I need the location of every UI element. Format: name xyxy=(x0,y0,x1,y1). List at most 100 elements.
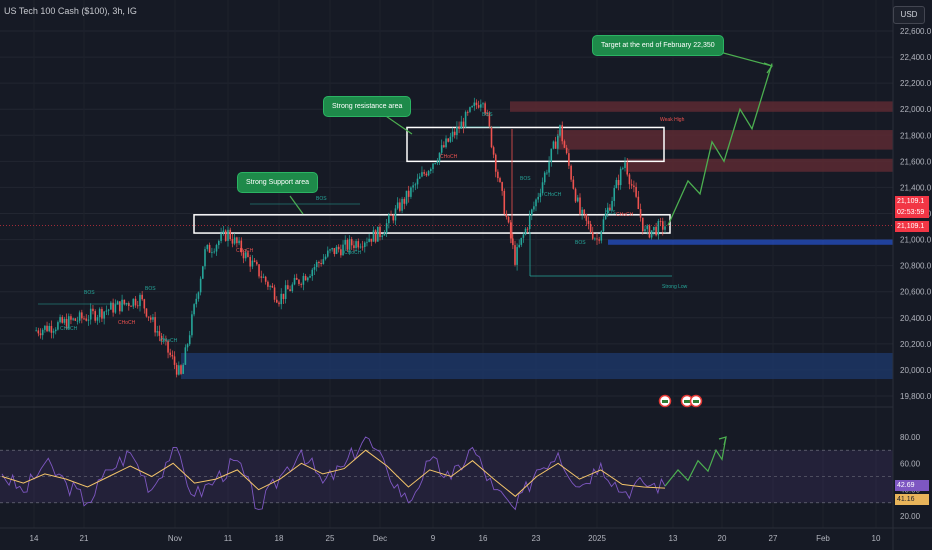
candle-body xyxy=(626,162,629,175)
candle-body xyxy=(581,209,583,214)
candle-body xyxy=(423,172,425,174)
candle-body xyxy=(568,153,570,166)
candle-body xyxy=(557,135,559,149)
candle-body xyxy=(613,188,616,201)
price-tick-label: 21,400.0 xyxy=(900,183,932,192)
candle-body xyxy=(436,161,439,164)
candle-body xyxy=(227,229,229,241)
price-tick-label: 20,000.0 xyxy=(900,366,932,375)
candle-body xyxy=(218,240,220,246)
candle-body xyxy=(399,202,401,211)
candle-body xyxy=(295,277,298,280)
candle-body xyxy=(233,237,236,244)
candle-body xyxy=(37,330,40,334)
time-axis[interactable]: 14 21 Nov 11 18 25 Dec 9 16 23 2025 13 20 27 Feb 10 xyxy=(0,527,932,543)
price-tick-label: 22,000.0 xyxy=(900,105,932,114)
candle-body xyxy=(425,173,428,176)
candle-body xyxy=(537,196,539,200)
candle-body xyxy=(247,252,249,257)
candle-body xyxy=(501,182,503,191)
candle-body xyxy=(264,276,267,282)
candle-body xyxy=(125,303,128,304)
price-tick-label: 22,200.0 xyxy=(900,79,932,88)
price-tick-label: 21,800.0 xyxy=(900,131,932,140)
candle-body xyxy=(357,241,360,248)
candle-body xyxy=(602,219,605,232)
candle-body xyxy=(381,235,384,237)
candle-body xyxy=(477,105,480,108)
event-icon-flag xyxy=(662,400,668,403)
rsi-ma-tag: 41.16 xyxy=(895,494,929,505)
candle-body xyxy=(139,294,141,307)
candle-body xyxy=(546,172,548,174)
candle-body xyxy=(112,302,114,313)
candle-body xyxy=(516,247,518,265)
candle-body xyxy=(44,325,46,330)
currency-button[interactable]: USD xyxy=(893,6,925,24)
candle-body xyxy=(107,309,110,311)
support-leader-line xyxy=(289,195,304,215)
candle-body xyxy=(307,277,309,281)
candle-body xyxy=(57,322,59,330)
last-price-tag: 21,109.1 xyxy=(895,196,929,207)
candle-body xyxy=(383,232,386,236)
bos-label: BOS xyxy=(520,176,531,182)
candle-body xyxy=(570,165,572,180)
strong-low-label: Strong Low xyxy=(662,284,688,290)
rsi-projection-arrowhead xyxy=(718,436,727,446)
candle-body xyxy=(499,178,501,183)
target-callout: Target at the end of February 22,350 xyxy=(592,35,724,56)
candle-body xyxy=(154,317,156,333)
candle-body xyxy=(101,308,103,319)
candle-body xyxy=(275,299,278,303)
rsi-line xyxy=(1,436,666,511)
candle-body xyxy=(271,285,274,288)
candle-body xyxy=(199,278,202,293)
candle-body xyxy=(372,230,375,242)
candle-body xyxy=(289,289,291,292)
candle-body xyxy=(193,304,195,315)
candle-body xyxy=(572,179,575,189)
price-tick-label: 20,400.0 xyxy=(900,314,932,323)
event-icon-flag xyxy=(684,400,690,403)
candle-body xyxy=(298,279,300,285)
candle-body xyxy=(410,187,412,197)
candle-body xyxy=(147,316,150,318)
candle-body xyxy=(617,179,620,186)
candle-body xyxy=(119,301,121,312)
candle-body xyxy=(469,107,471,112)
candle-body xyxy=(346,239,349,250)
candle-body xyxy=(169,352,172,356)
candle-body xyxy=(315,262,318,268)
candle-body xyxy=(528,215,531,230)
demand-zone-low xyxy=(181,352,893,380)
symbol-title[interactable]: US Tech 100 Cash ($100), 3h, IG xyxy=(4,6,137,16)
candle-body xyxy=(61,317,64,323)
candle-body xyxy=(583,209,586,215)
time-tick-label: 21 xyxy=(80,534,89,543)
candle-body xyxy=(579,197,581,214)
candle-body xyxy=(644,229,646,232)
candle-body xyxy=(494,154,497,172)
candle-body xyxy=(414,184,417,186)
candle-body xyxy=(348,239,351,250)
candle-body xyxy=(116,301,119,305)
price-tick-label: 21,000.0 xyxy=(900,236,932,245)
candle-body xyxy=(438,152,441,162)
supply-zone-top xyxy=(510,101,893,112)
candle-body xyxy=(262,276,265,278)
candle-body xyxy=(46,325,48,332)
candle-body xyxy=(110,302,112,310)
candle-body xyxy=(175,364,178,375)
candle-body xyxy=(482,103,484,105)
support-callout: Strong Support area xyxy=(237,172,319,193)
candle-body xyxy=(251,260,254,267)
candle-body xyxy=(320,263,322,265)
candle-body xyxy=(565,147,568,154)
resistance-box xyxy=(406,126,665,163)
candle-body xyxy=(609,207,611,211)
candle-body xyxy=(460,121,463,129)
candle-body xyxy=(149,317,152,320)
candle-body xyxy=(224,230,227,241)
